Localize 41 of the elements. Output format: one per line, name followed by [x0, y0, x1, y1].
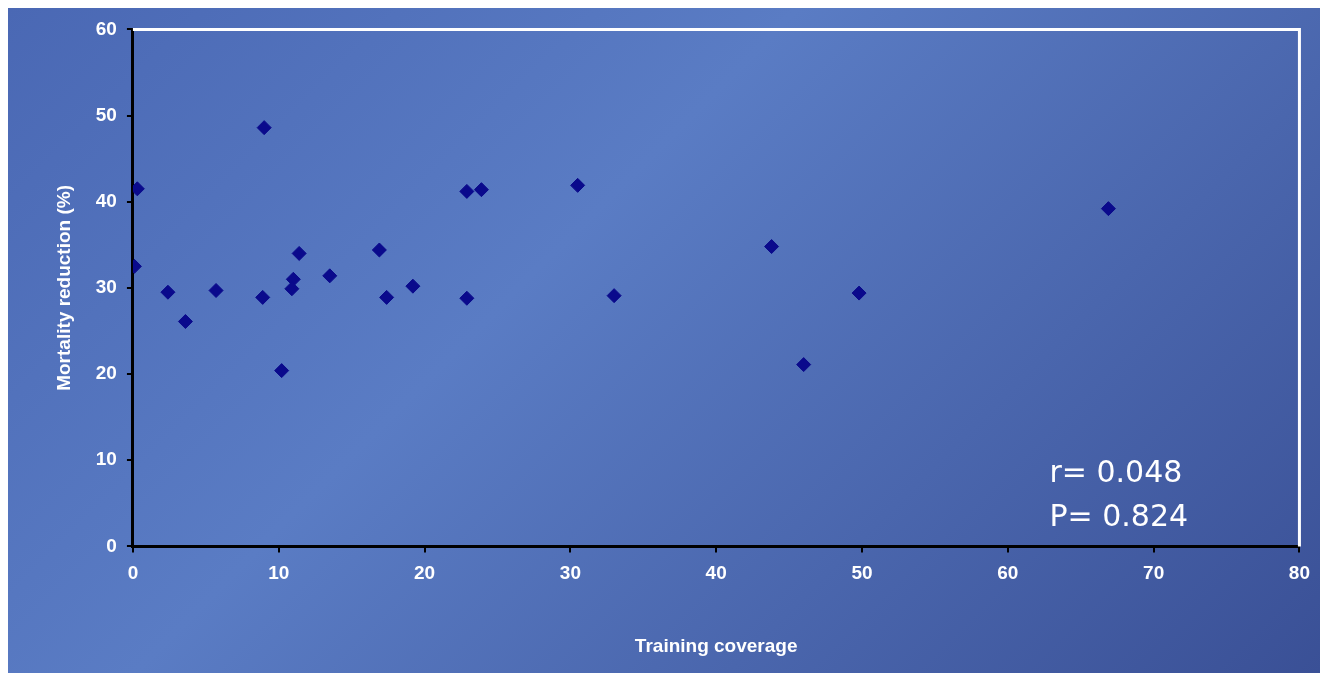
point: [473, 182, 489, 198]
point: [322, 268, 338, 284]
point: [160, 284, 176, 300]
point: [1100, 201, 1116, 217]
y-tick-label: 50: [95, 103, 117, 125]
annotation: P= 0.824: [1049, 498, 1189, 534]
y-axis-title: Mortality reduction (%): [52, 184, 74, 391]
y-tick-label: 0: [106, 534, 117, 556]
point: [256, 120, 272, 136]
y-tick-label: 60: [95, 17, 117, 39]
x-tick-label: 30: [559, 562, 581, 584]
x-tick-label: 50: [851, 562, 873, 584]
point: [379, 289, 395, 305]
point: [284, 281, 300, 297]
y-tick-label: 10: [95, 448, 117, 470]
y-tick-label: 40: [95, 189, 117, 211]
point: [255, 289, 271, 305]
x-tick-label: 70: [1143, 562, 1165, 584]
point: [459, 183, 475, 199]
point: [851, 285, 867, 301]
y-tick-label: 20: [95, 362, 117, 384]
x-tick-label: 80: [1288, 562, 1310, 584]
x-tick-label: 40: [705, 562, 727, 584]
point: [796, 357, 812, 373]
y-tick-label: 30: [95, 276, 117, 298]
point: [570, 177, 586, 193]
x-tick-label: 20: [413, 562, 436, 584]
point: [606, 288, 622, 304]
point: [459, 290, 475, 306]
point: [764, 239, 780, 255]
point: [208, 282, 224, 298]
point: [177, 314, 193, 330]
point: [291, 245, 307, 261]
point: [274, 363, 290, 379]
annotation: r= 0.048: [1049, 454, 1183, 490]
x-axis-title: Training coverage: [634, 634, 798, 656]
point: [405, 278, 421, 294]
x-tick-label: 10: [268, 562, 290, 584]
point: [371, 242, 387, 258]
x-tick-label: 0: [127, 562, 139, 584]
x-tick-label: 60: [997, 562, 1019, 584]
